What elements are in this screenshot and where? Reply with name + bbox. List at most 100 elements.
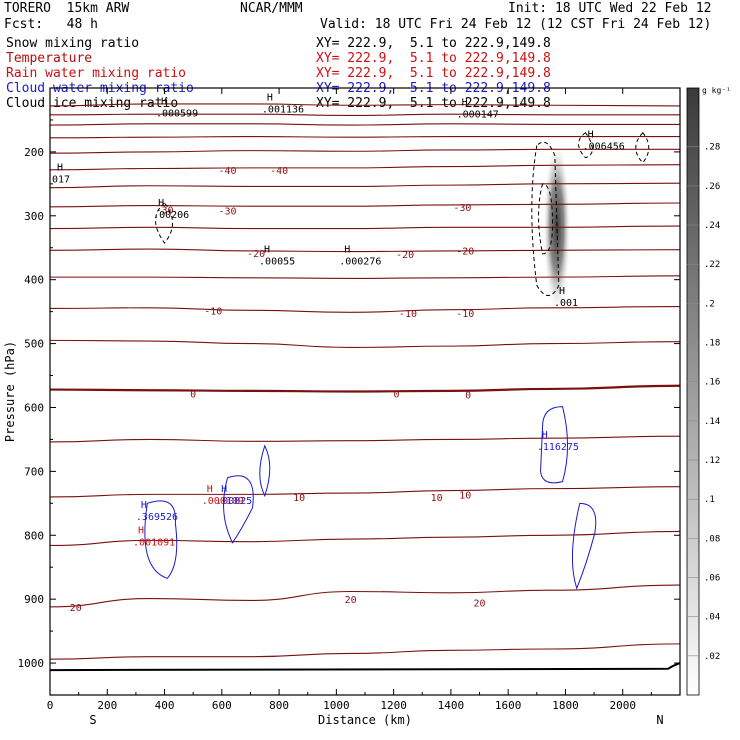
extremum-label: .001091 <box>133 538 175 549</box>
temperature-contour <box>50 103 680 107</box>
colorbar-tick-label: .08 <box>704 534 720 544</box>
contour-label: -30 <box>453 203 471 214</box>
extremum-h: H <box>588 130 594 141</box>
colorbar-tick-label: .06 <box>704 574 720 584</box>
extremum-label: .006456 <box>583 142 625 153</box>
contour-label: 10 <box>293 493 305 504</box>
temperature-contour <box>50 435 680 443</box>
model-title: TORERO 15km ARW <box>4 1 130 16</box>
contour-label: -40 <box>219 166 237 177</box>
extremum-label: .00055 <box>259 257 295 268</box>
x-axis-label: Distance (km) <box>318 713 412 727</box>
temperature-contour <box>50 339 680 348</box>
colorbar-tick-label: .18 <box>704 339 720 349</box>
y-axis-label: Pressure (hPa) <box>3 341 17 442</box>
extremum-h: H <box>207 484 213 495</box>
extremum-h: H <box>559 286 565 297</box>
x-tick-label: 2000 <box>609 699 636 712</box>
colorbar: .02 .04 .06 .08 .1 .12 .14 .16 .18 .2 .22 .24 .26 .28… <box>686 86 731 696</box>
cloud-ice-contour <box>538 183 554 255</box>
extremum-label: .000599 <box>156 108 198 119</box>
cloud-ice-contour <box>531 141 560 296</box>
x-tick-label: 1200 <box>380 699 407 712</box>
colorbar-tick-label: .28 <box>704 143 720 153</box>
center-title: NCAR/MMM <box>240 1 303 16</box>
cloud-water-contour <box>144 500 178 579</box>
extremum-h: H <box>57 163 63 174</box>
contour-label: -10 <box>204 306 222 317</box>
contour-label: -40 <box>270 166 288 177</box>
extremum-h: H <box>161 96 167 107</box>
extremum-h: H <box>221 484 227 495</box>
axes-layer: 0 200 400 600 800 1000 1200 1400 1600 1800 2000200… <box>3 87 681 727</box>
north-label: N <box>656 713 663 727</box>
temperature-contour <box>50 248 680 253</box>
temperature-contour <box>50 123 680 126</box>
field-xy-temperature: XY= 222.9, 5.1 to 222.9,149.8 <box>316 51 551 66</box>
temperature-contour <box>50 225 680 230</box>
contour-label: -20 <box>396 250 414 261</box>
cloud-water-contour <box>571 502 597 590</box>
contour-label: -30 <box>156 205 174 216</box>
temperature-contour <box>50 530 680 547</box>
extremum-h: H <box>344 245 350 256</box>
extremum-h: H <box>542 430 548 441</box>
temperature-contour <box>50 113 680 117</box>
contour-label: 0 <box>393 389 399 400</box>
temperature-contour <box>50 384 680 393</box>
field-xy-cloud-ice: XY= 222.9, 5.1 to 222.9,149.8 <box>316 96 551 111</box>
field-xy-rain: XY= 222.9, 5.1 to 222.9,149.8 <box>316 66 551 81</box>
temperature-contour <box>50 202 680 208</box>
valid-time: Valid: 18 UTC Fri 24 Feb 12 (12 CST Fri … <box>320 17 712 32</box>
colorbar-tick-label: .14 <box>704 417 720 427</box>
temperature-contour <box>50 148 680 154</box>
y-tick-label: 700 <box>24 465 44 478</box>
extremum-label: .001 <box>554 298 578 309</box>
x-tick-label: 1000 <box>323 699 350 712</box>
extremum-h: H <box>267 92 273 103</box>
extremum-label: .116275 <box>537 442 579 453</box>
extremum-label: .369526 <box>136 512 178 523</box>
extremum-label: .000147 <box>457 110 499 121</box>
colorbar-tick-label: .2 <box>704 299 715 309</box>
extremum-h: H <box>141 500 147 511</box>
forecast-hour: Fcst: 48 h <box>4 17 98 32</box>
extremum-label: .001136 <box>262 104 304 115</box>
contour-label: -10 <box>399 309 417 320</box>
colorbar-tick-label: .22 <box>704 260 720 270</box>
extremum-label: .000109 <box>202 496 244 507</box>
y-tick-label: 300 <box>24 210 44 223</box>
contour-label: 0 <box>190 389 196 400</box>
y-tick-label: 1000 <box>18 657 45 670</box>
cloud-water-contour <box>540 406 568 484</box>
colorbar-tick-label: .1 <box>704 495 715 505</box>
x-tick-label: 1400 <box>438 699 465 712</box>
extremum-label: .000276 <box>339 257 381 268</box>
cloud-ice-contour <box>155 202 174 244</box>
colorbar-unit: g kg⁻¹ <box>702 86 731 95</box>
cloud-water-contour <box>223 475 254 544</box>
field-xy-snow: XY= 222.9, 5.1 to 222.9,149.8 <box>316 36 551 51</box>
contour-label: 20 <box>70 603 82 614</box>
temperature-contour <box>50 643 680 660</box>
colorbar-ramp <box>686 87 700 696</box>
contour-label: 10 <box>431 493 443 504</box>
cloud-water-contour <box>259 444 271 498</box>
temperature-contour <box>50 305 680 313</box>
colorbar-tick-label: .02 <box>704 652 720 662</box>
contour-label: -10 <box>456 309 474 320</box>
init-time: Init: 18 UTC Wed 22 Feb 12 <box>508 1 712 16</box>
contour-label: 0 <box>465 391 471 402</box>
colorbar-tick-label: .24 <box>704 221 720 231</box>
cloud-ice-contour <box>578 132 593 159</box>
x-tick-label: 800 <box>269 699 289 712</box>
temperature-contour <box>50 584 680 608</box>
south-label: S <box>89 713 96 727</box>
extremum-h: H <box>158 198 164 209</box>
colorbar-tick-label: .16 <box>704 378 720 388</box>
x-tick-label: 1800 <box>552 699 579 712</box>
x-tick-label: 600 <box>212 699 232 712</box>
x-tick-label: 400 <box>155 699 175 712</box>
temperature-contour <box>50 182 680 189</box>
y-tick-label: 500 <box>24 338 44 351</box>
